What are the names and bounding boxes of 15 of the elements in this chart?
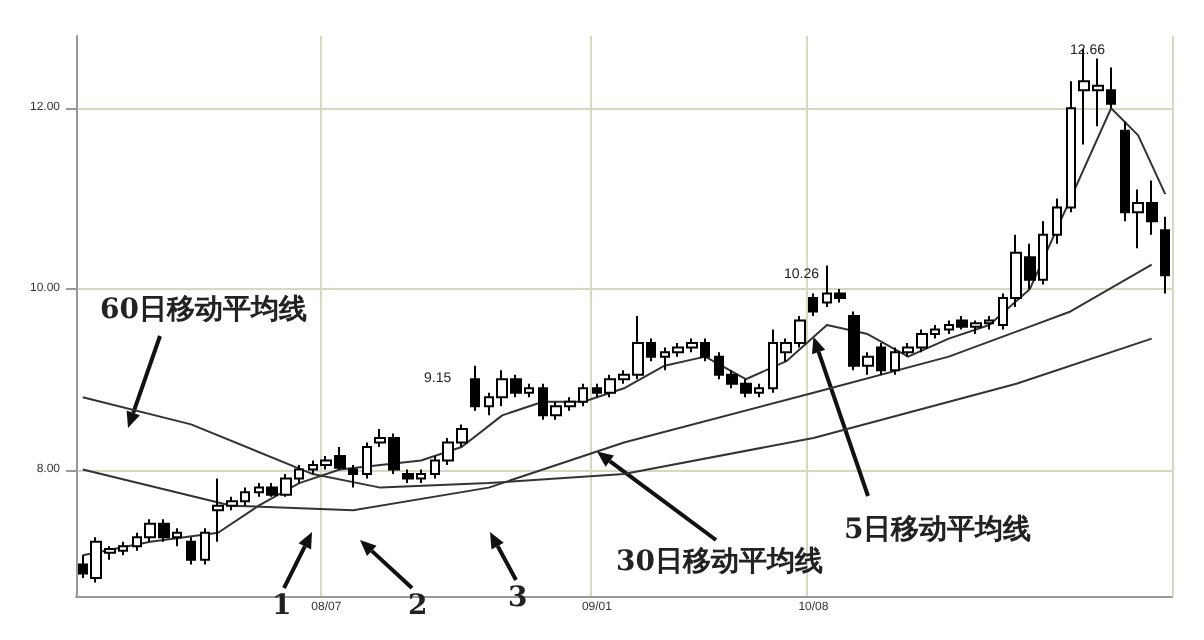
candlestick xyxy=(200,527,210,566)
candlestick xyxy=(808,292,818,317)
annotation: 60日移动平均线 xyxy=(100,294,307,326)
annotation: 30日移动平均线 xyxy=(616,546,823,578)
annotation: 1 xyxy=(272,590,292,622)
annotation: 5日移动平均线 xyxy=(844,514,1032,546)
candlestick xyxy=(186,536,196,566)
annotation: 3 xyxy=(508,582,528,614)
candlestick xyxy=(348,464,358,489)
candlestick xyxy=(362,441,372,480)
candlestick xyxy=(1066,80,1076,214)
candlestick xyxy=(1052,197,1062,245)
annotation: 2 xyxy=(408,590,428,622)
candlestick xyxy=(470,364,480,412)
candlestick xyxy=(1160,215,1170,295)
